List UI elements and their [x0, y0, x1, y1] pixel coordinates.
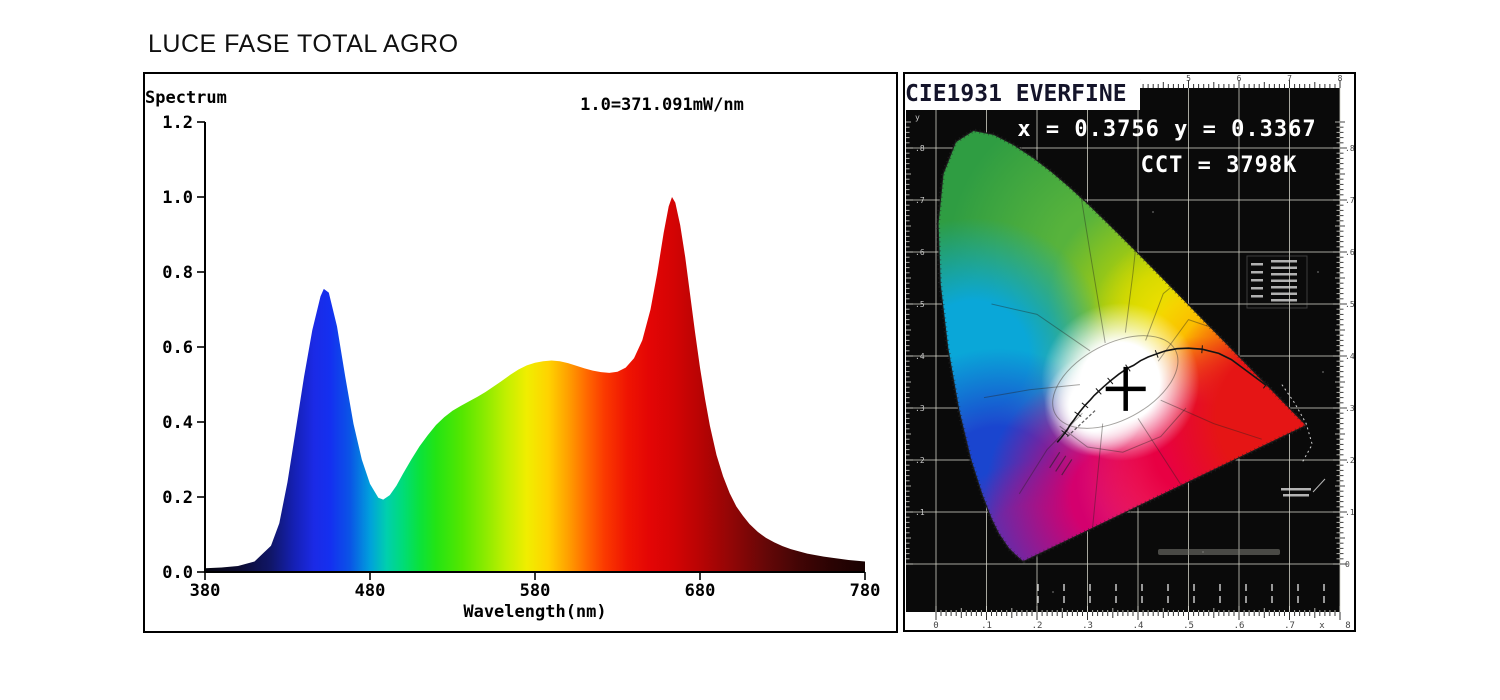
cie-y-label-inner: .7 [915, 196, 925, 205]
chart-title: Spectrum [145, 88, 227, 108]
cie-y-label-right: .6 [1345, 248, 1355, 257]
y-tick-label: 0.2 [162, 488, 193, 508]
panel-border [903, 72, 1356, 632]
y-tick-label: 0.4 [162, 413, 193, 433]
illuminants-legend [1246, 255, 1308, 309]
cie-x-label-bottom: .6 [1234, 621, 1245, 631]
x-tick-label: 380 [190, 581, 221, 601]
cie-x-label-bottom: .5 [1183, 621, 1194, 631]
cie-y-label-right: .8 [1345, 144, 1355, 153]
cie-y-label-right: .4 [1345, 352, 1355, 361]
cct-readout: CCT = 3798K [1141, 153, 1298, 178]
page-title: LUCE FASE TOTAL AGRO [148, 30, 459, 58]
y-tick-label: 1.0 [162, 188, 193, 208]
cie-y-label-inner: y [915, 113, 920, 122]
cie-x-axis-name: x [1319, 621, 1325, 631]
cie1931-chromaticity-diagram: y .8 .7 .6 .5 .4 .3 .2 .1 .8 .7 .6 .5 .4 .3 .2 .1 0 0 .1 .2.… [903, 72, 1356, 632]
cie-x-label-bottom: .4 [1133, 621, 1144, 631]
x-tick-label: 580 [520, 581, 551, 601]
panel-border [143, 72, 898, 633]
y-tick-label: 1.2 [162, 113, 193, 133]
spectrum-area [205, 197, 865, 572]
y-tick-label: 0.0 [162, 563, 193, 583]
y-tick-label: 0.6 [162, 338, 193, 358]
cie-x-label-top: 7 [1287, 74, 1292, 83]
cie-y-label-inner: .2 [915, 456, 925, 465]
cie-x-label-bottom: 0 [933, 621, 938, 631]
cie-y-label-right: .1 [1345, 508, 1355, 517]
cie-x-label-bottom: 8 [1345, 621, 1350, 631]
title-band [903, 72, 1140, 110]
cie-y-label-inner: .3 [915, 404, 925, 413]
cie-x-label-top: 8 [1338, 74, 1343, 83]
cie-x-label-top: 5 [1186, 74, 1191, 83]
cie-title: CIE1931 EVERFINE [905, 81, 1127, 107]
xy-readout: x = 0.3756 y = 0.3367 [1017, 117, 1316, 142]
cie-y-label-inner: .8 [915, 144, 925, 153]
cie-y-label-inner: .6 [915, 248, 925, 257]
cie-y-label-inner: .4 [915, 352, 925, 361]
cie-x-label-top: 6 [1237, 74, 1242, 83]
x-tick-label: 680 [685, 581, 716, 601]
cie-x-label-bottom: .7 [1284, 621, 1295, 631]
cie-y-label-right: .5 [1345, 300, 1355, 309]
cie-y-label-inner: .5 [915, 300, 925, 309]
x-axis-label: Wavelength(nm) [463, 602, 606, 622]
spectrum-chart-panel: 1.2 1.0 0.8 0.6 0.4 0.2 0.0 380 480 580 680 780 Spec… [143, 72, 898, 633]
cie-y-label-right: 0 [1345, 560, 1350, 569]
cie-y-label-right: .3 [1345, 404, 1355, 413]
cct-scale-caption-blur [1158, 549, 1280, 555]
planckian-locus [1056, 347, 1267, 443]
cie-x-label-bottom: .3 [1082, 621, 1093, 631]
measurement-point-marker [1105, 366, 1146, 411]
cie-x-label-bottom: .2 [1032, 621, 1043, 631]
spectral-locus-outline [937, 129, 1308, 563]
cie-y-label-inner: .1 [915, 508, 925, 517]
scale-annotation: 1.0=371.091mW/nm [580, 95, 744, 115]
x-tick-label: 780 [850, 581, 881, 601]
cie-y-label-right: .7 [1345, 196, 1355, 205]
cie-x-label-bottom: .1 [981, 621, 992, 631]
cie1931-chart-panel: y .8 .7 .6 .5 .4 .3 .2 .1 .8 .7 .6 .5 .4 .3 .2 .1 0 0 .1 .2.… [903, 72, 1356, 632]
y-tick-label: 0.8 [162, 263, 193, 283]
cie-y-label-right: .2 [1345, 456, 1355, 465]
x-tick-label: 480 [355, 581, 386, 601]
